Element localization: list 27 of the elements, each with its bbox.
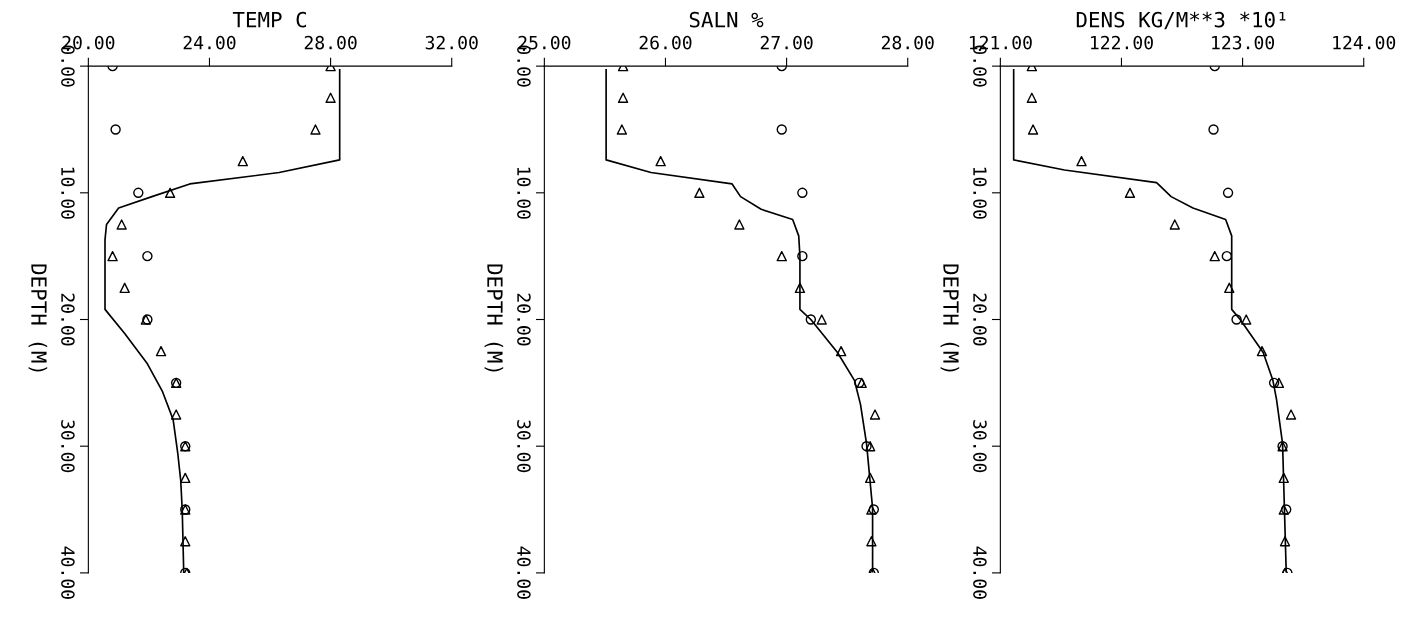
- chart-title: DENS KG/M**3 *10¹: [1076, 11, 1286, 30]
- chart-title: TEMP C: [232, 11, 307, 28]
- y-tick-label: 30.00: [517, 420, 531, 473]
- y-tick-label: 30.00: [973, 420, 987, 473]
- y-tick-label: 20.00: [517, 293, 531, 346]
- x-tick-label: 27.00: [760, 35, 813, 50]
- y-tick-label: 10.00: [517, 167, 531, 219]
- x-tick-label: 24.00: [183, 35, 236, 50]
- y-tick-label: 20.00: [61, 293, 75, 346]
- y-tick-label: 40.00: [973, 546, 987, 599]
- x-tick-label: 26.00: [639, 35, 692, 50]
- y-tick-label: 10.00: [61, 167, 75, 219]
- x-tick-label: 123.00: [1212, 35, 1275, 50]
- chart-title: SALN %: [689, 11, 764, 28]
- x-tick-label: 32.00: [425, 35, 478, 50]
- y-tick-label: 40.00: [517, 546, 531, 599]
- y-tick-label: 40.00: [61, 546, 75, 599]
- y-axis-title: DEPTH (M): [28, 264, 48, 372]
- y-axis-title: DEPTH (M): [940, 264, 960, 372]
- x-tick-label: 124.00: [1333, 35, 1396, 50]
- y-axis-title: DEPTH (M): [484, 264, 504, 372]
- y-tick-label: 10.00: [973, 167, 987, 219]
- y-tick-label: 20.00: [973, 293, 987, 346]
- y-tick-label: 30.00: [61, 420, 75, 473]
- x-tick-label: 28.00: [304, 35, 357, 50]
- x-tick-label: 122.00: [1091, 35, 1153, 50]
- x-tick-label: 28.00: [881, 35, 934, 50]
